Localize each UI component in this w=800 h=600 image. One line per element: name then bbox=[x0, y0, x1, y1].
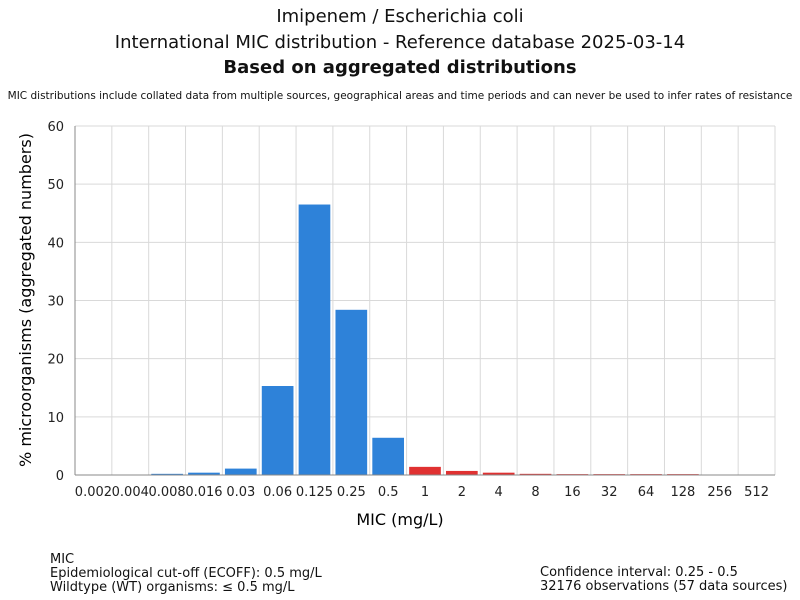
chart-title-line-1: Imipenem / Escherichia coli bbox=[276, 6, 524, 27]
bar-2 bbox=[446, 470, 478, 475]
footer-mic-label: MIC bbox=[50, 552, 75, 567]
bar-0.06 bbox=[261, 386, 294, 475]
y-tick-label: 40 bbox=[47, 236, 64, 251]
x-axis-label: MIC (mg/L) bbox=[356, 510, 443, 529]
x-tick-label: 0.002 bbox=[75, 485, 112, 500]
y-tick-label: 20 bbox=[47, 353, 64, 368]
x-tick-label: 0.125 bbox=[296, 485, 333, 500]
y-axis-label: % microorganisms (aggregated numbers) bbox=[16, 133, 35, 467]
x-tick-label: 32 bbox=[601, 485, 618, 500]
y-tick-label: 0 bbox=[56, 469, 64, 484]
bar-8 bbox=[519, 473, 552, 475]
bar-0.125 bbox=[298, 204, 331, 475]
x-tick-label: 128 bbox=[670, 485, 695, 500]
grid bbox=[74, 125, 776, 476]
chart-title-line-2: International MIC distribution - Referen… bbox=[114, 32, 686, 53]
x-tick-label: 256 bbox=[707, 485, 732, 500]
bar-1 bbox=[409, 466, 441, 475]
x-tick-label: 16 bbox=[564, 485, 581, 500]
bars bbox=[151, 204, 699, 475]
x-tick-label: 0.008 bbox=[148, 485, 185, 500]
x-tick-label: 1 bbox=[421, 485, 429, 500]
x-tick-label: 2 bbox=[458, 485, 466, 500]
chart-title-line-3: Based on aggregated distributions bbox=[223, 57, 577, 78]
y-tick-label: 10 bbox=[47, 411, 64, 426]
x-tick-label: 0.016 bbox=[185, 485, 222, 500]
x-tick-label: 512 bbox=[744, 485, 769, 500]
y-tick-label: 30 bbox=[47, 295, 64, 310]
x-tick-label: 0.03 bbox=[226, 485, 255, 500]
x-tick-label: 4 bbox=[495, 485, 503, 500]
x-tick-label: 64 bbox=[638, 485, 655, 500]
x-tick-label: 0.5 bbox=[378, 485, 399, 500]
bar-0.5 bbox=[372, 437, 404, 475]
x-tick-label: 0.004 bbox=[112, 485, 149, 500]
footer-observations: 32176 observations (57 data sources) bbox=[540, 579, 788, 594]
axes: 0 10 20 30 40 50 60 0.002 0.004 0.008 0.016 0.03 0.0… bbox=[47, 120, 775, 500]
chart-subtitle: MIC distributions include collated data … bbox=[7, 90, 793, 102]
bar-4 bbox=[482, 472, 515, 475]
footer-confidence-interval: Confidence interval: 0.25 - 0.5 bbox=[540, 565, 738, 580]
y-tick-label: 50 bbox=[47, 178, 64, 193]
bar-0.008 bbox=[151, 473, 183, 475]
bar-0.016 bbox=[188, 472, 220, 475]
x-tick-label: 8 bbox=[531, 485, 539, 500]
bar-0.25 bbox=[335, 309, 368, 475]
y-tick-label: 60 bbox=[47, 120, 64, 135]
bar-0.03 bbox=[224, 468, 257, 475]
x-tick-label: 0.06 bbox=[263, 485, 292, 500]
footer-ecoff: Epidemiological cut-off (ECOFF): 0.5 mg/… bbox=[50, 566, 322, 581]
footer-wildtype: Wildtype (WT) organisms: ≤ 0.5 mg/L bbox=[50, 580, 295, 595]
x-tick-label: 0.25 bbox=[337, 485, 366, 500]
footer-left: MIC Epidemiological cut-off (ECOFF): 0.5… bbox=[50, 553, 322, 595]
footer-right: Confidence interval: 0.25 - 0.5 32176 ob… bbox=[540, 566, 787, 594]
